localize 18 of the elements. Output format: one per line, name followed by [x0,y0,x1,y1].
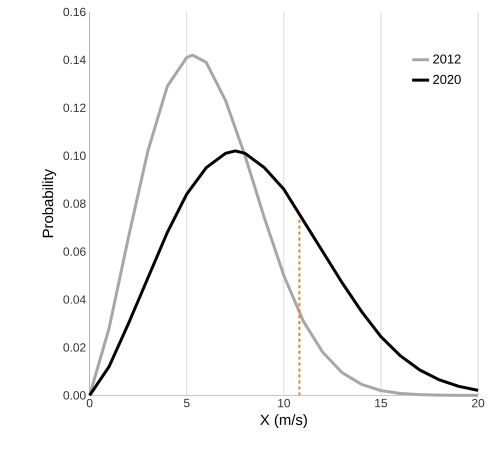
y-tick-label: 0.00 [63,391,86,400]
y-tick-label: 0.12 [63,104,86,112]
y-tick-label: 0.14 [63,56,86,64]
y-axis-title: Probability [42,168,56,238]
x-tick-label: 15 [375,398,388,408]
y-tick-label: 0.06 [63,247,86,256]
x-tick-label: 0 [86,398,92,408]
y-tick-label: 0.10 [63,151,86,160]
y-tick-label: 0.02 [63,343,86,352]
legend-label: 2012 [433,54,461,64]
y-tick-label: 0.16 [63,8,86,16]
x-tick-label: 10 [278,398,290,408]
x-tick-label: 20 [472,398,484,408]
x-tick-label: 5 [184,398,190,408]
y-tick-label: 0.08 [63,199,86,208]
x-axis-title: X (m/s) [260,414,307,428]
y-tick-label: 0.04 [63,295,86,304]
legend-label: 2020 [433,74,461,84]
